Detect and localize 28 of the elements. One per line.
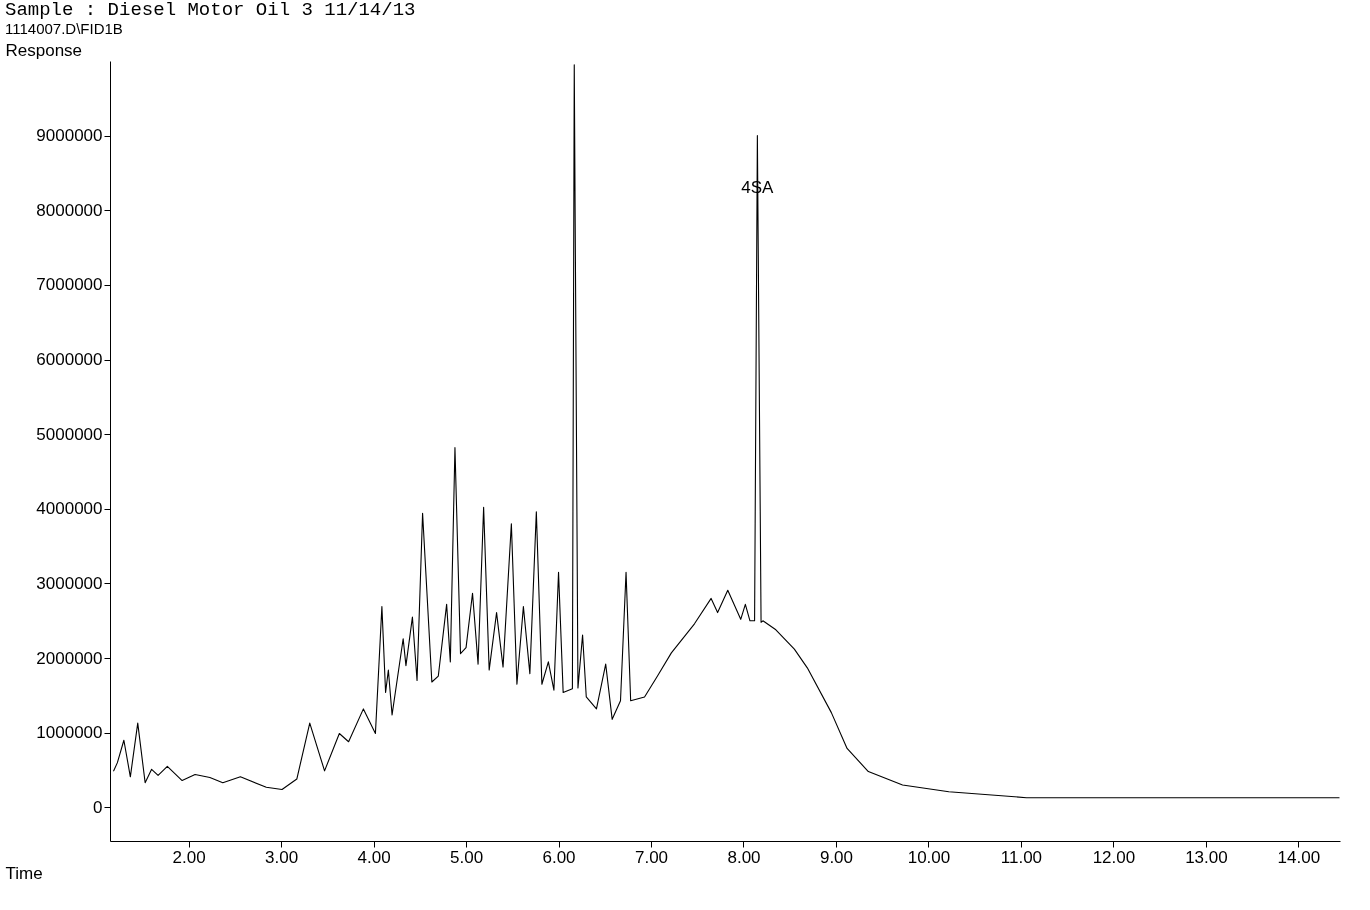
x-tick-label: 3.00 [265, 847, 299, 867]
y-tick-label: 0 [93, 797, 103, 817]
x-tick-label: 12.00 [1092, 847, 1136, 867]
y-tick-label: 2000000 [36, 648, 103, 668]
x-tick-label: 9.00 [819, 847, 854, 867]
y-tick-label: 5000000 [36, 424, 103, 444]
x-tick-label: 4.00 [357, 847, 391, 867]
y-tick-label: 8000000 [36, 200, 103, 220]
x-tick-label: 10.00 [907, 847, 951, 867]
x-tick-label: 14.00 [1277, 847, 1321, 867]
y-tick-label: 6000000 [36, 350, 103, 370]
y-tick-label: 1000000 [36, 723, 103, 743]
chart-subtitle: 1114007.D\FID1B [5, 20, 123, 37]
x-tick-label: 6.00 [542, 847, 576, 867]
y-tick-label: 9000000 [36, 126, 103, 146]
line-series [113, 64, 1340, 799]
x-tick-label: 5.00 [450, 847, 484, 867]
x-tick-label: 2.00 [172, 847, 206, 867]
y-tick-label: 4000000 [36, 499, 103, 519]
y-tick-label: 7000000 [36, 275, 103, 295]
y-tick-label: 3000000 [36, 573, 103, 593]
x-axis-title: Time [5, 863, 43, 883]
x-tick-label: 13.00 [1185, 847, 1228, 867]
chart-title: Sample : Diesel Motor Oil 3 11/14/13 [5, 0, 416, 21]
x-tick-label: 8.00 [727, 847, 761, 867]
y-axis-title: Response [5, 40, 83, 60]
x-tick-label: 11.00 [1000, 847, 1043, 867]
x-tick-label: 7.00 [634, 847, 669, 867]
